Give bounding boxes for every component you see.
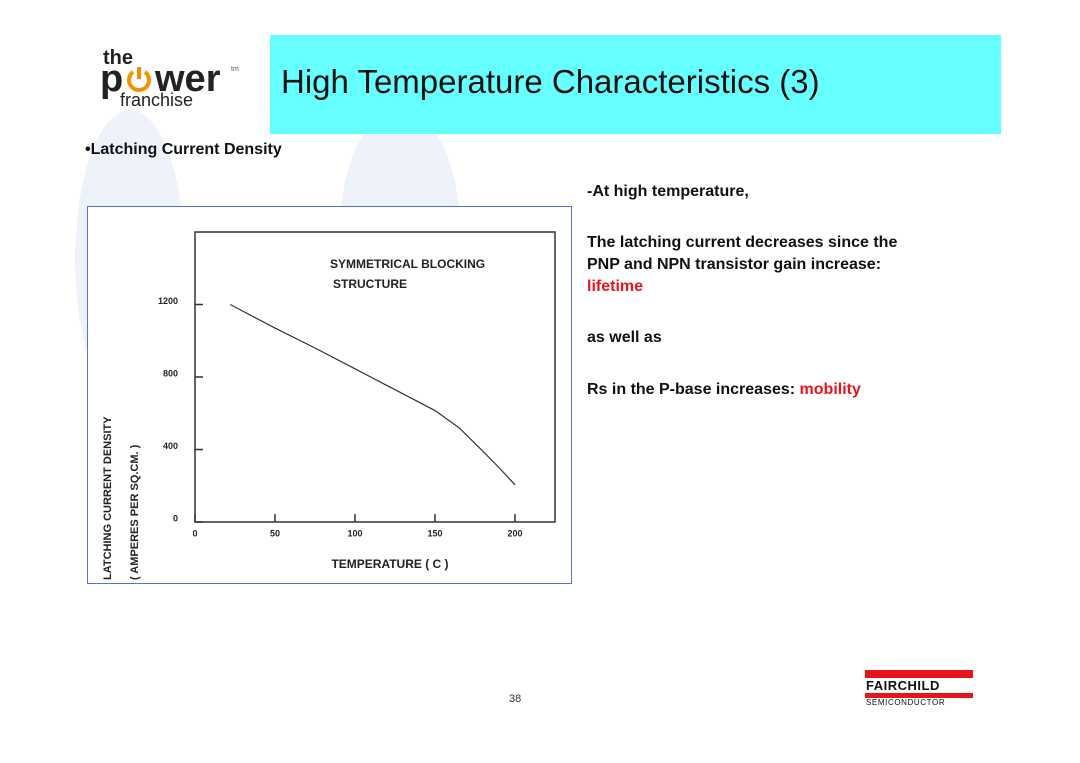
power-icon [127, 67, 151, 92]
y-axis-label: LATCHING CURRENT DENSITY [102, 416, 114, 580]
y-tick-label: 400 [163, 441, 178, 451]
data-line [229, 303, 516, 486]
note-intro: -At high temperature, [587, 183, 749, 200]
note-line: Rs in the P-base increases: mobility [587, 381, 861, 399]
chart: LATCHING CURRENT DENSITY ( AMPERES PER S… [87, 206, 572, 584]
x-tick-label: 150 [427, 528, 442, 538]
brand-bar [865, 693, 973, 698]
note-cause: mobility [799, 381, 861, 398]
page-number: 38 [509, 693, 522, 705]
note-text: Rs in the P-base increases: [587, 381, 796, 398]
plot-frame [194, 231, 556, 523]
logo-mark: tm [231, 66, 239, 73]
logo-right: wer [155, 58, 221, 100]
y-tick-label: 800 [163, 368, 178, 378]
logo-bottom: franchise [120, 90, 194, 110]
brand: FAIRCHILD [866, 678, 940, 693]
y-axis-units: ( AMPERES PER SQ.CM. ) [129, 444, 141, 580]
bullet: •Latching Current Density [85, 141, 282, 158]
x-tick-label: 0 [192, 528, 197, 538]
x-tick-label: 50 [270, 528, 280, 538]
note-join: as well as [587, 329, 662, 346]
y-tick-label: 0 [173, 513, 178, 523]
x-tick-label: 100 [347, 528, 362, 538]
subbrand: SEMICONDUCTOR [866, 698, 946, 707]
note-cause: lifetime [587, 278, 644, 295]
y-tick-label: 1200 [158, 296, 178, 306]
annotation: SYMMETRICAL BLOCKING [330, 257, 485, 271]
slide-title: High Temperature Characteristics (3) [281, 63, 820, 100]
note-line: PNP and NPN transistor gain increase: [587, 256, 882, 273]
logo-top: the [103, 47, 133, 69]
logo-left: p [100, 58, 124, 100]
x-axis-label: TEMPERATURE ( C ) [331, 557, 448, 571]
brand-bar [865, 670, 973, 678]
annotation: STRUCTURE [333, 277, 407, 291]
x-tick-label: 200 [507, 528, 522, 538]
title-banner [270, 35, 1001, 134]
note-line: The latching current decreases since the [587, 234, 898, 251]
